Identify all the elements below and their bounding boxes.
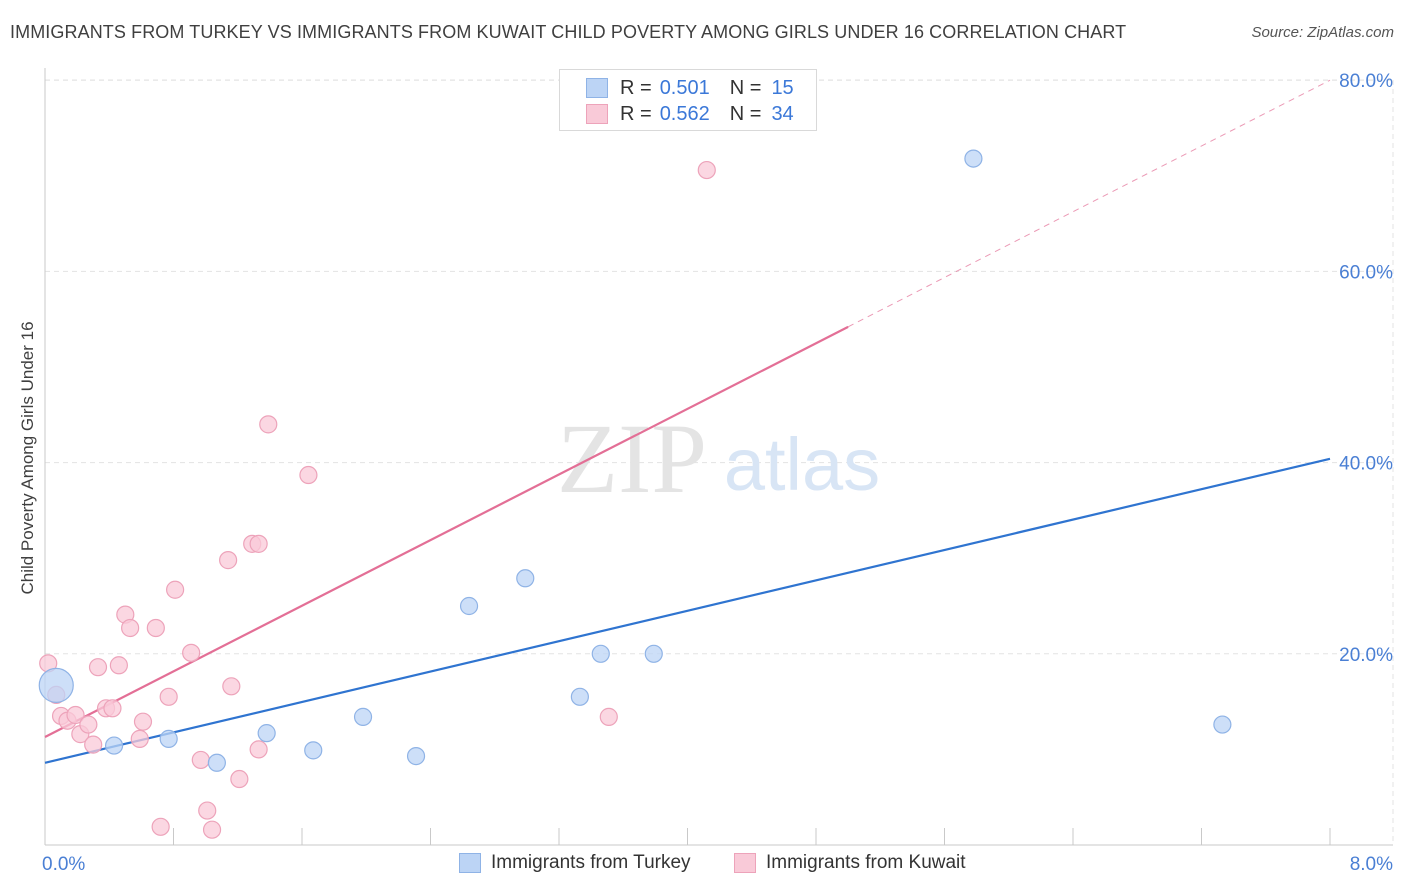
point-kuwait bbox=[249, 740, 268, 759]
point-turkey bbox=[570, 687, 589, 706]
point-kuwait bbox=[191, 750, 210, 770]
legend-swatch-kuwait bbox=[586, 104, 608, 124]
x-tick-label: 8.0% bbox=[1350, 854, 1393, 875]
point-turkey bbox=[353, 707, 373, 726]
point-turkey bbox=[406, 746, 426, 766]
point-turkey bbox=[459, 596, 479, 616]
tick-labels: 20.0% 40.0% 60.0% 80.0% 0.0% 8.0% bbox=[42, 71, 1393, 875]
point-kuwait bbox=[697, 160, 716, 180]
point-kuwait bbox=[599, 707, 618, 726]
point-turkey bbox=[257, 724, 276, 743]
point-kuwait bbox=[198, 801, 217, 820]
point-kuwait bbox=[151, 817, 170, 836]
y-tick-label: 80.0% bbox=[1339, 71, 1393, 92]
x-tick-label: 0.0% bbox=[42, 854, 85, 875]
point-kuwait bbox=[166, 580, 185, 599]
bottom-legend-swatch-turkey bbox=[459, 853, 481, 873]
trend-line-turkey bbox=[44, 457, 1331, 764]
legend-n-label: N = bbox=[729, 102, 762, 125]
point-kuwait bbox=[88, 658, 108, 677]
point-kuwait bbox=[219, 551, 238, 570]
legend-row-turkey: R = 0.501 N = 15 bbox=[586, 75, 794, 101]
bottom-legend-swatch-kuwait bbox=[734, 853, 756, 873]
point-kuwait bbox=[249, 534, 268, 553]
point-turkey bbox=[159, 729, 178, 748]
point-turkey bbox=[964, 149, 983, 168]
legend-r-value-kuwait: 0.562 bbox=[659, 102, 710, 125]
legend-r-label: R = bbox=[620, 76, 652, 99]
trend-lines bbox=[44, 79, 1331, 764]
legend-n-value-turkey: 15 bbox=[771, 76, 794, 99]
point-kuwait bbox=[103, 699, 122, 718]
point-turkey bbox=[304, 741, 323, 760]
data-points bbox=[38, 149, 1232, 839]
trend-line-kuwait bbox=[44, 325, 849, 738]
point-kuwait bbox=[79, 715, 98, 734]
legend-n-label: N = bbox=[729, 76, 762, 99]
point-kuwait bbox=[84, 735, 103, 754]
watermark-atlas: atlas bbox=[724, 423, 880, 506]
point-turkey bbox=[38, 667, 74, 703]
point-kuwait bbox=[230, 769, 249, 789]
point-turkey bbox=[104, 736, 124, 755]
bottom-legend-kuwait: Immigrants from Kuwait bbox=[734, 852, 966, 874]
legend-r-value-turkey: 0.501 bbox=[659, 76, 710, 99]
point-turkey bbox=[207, 753, 226, 772]
point-kuwait bbox=[299, 465, 318, 485]
point-turkey bbox=[591, 644, 610, 663]
point-kuwait bbox=[182, 643, 201, 662]
point-turkey bbox=[516, 569, 535, 588]
bottom-legend-turkey: Immigrants from Turkey bbox=[459, 852, 691, 874]
point-kuwait bbox=[121, 618, 140, 638]
correlation-legend: R = 0.501 N = 15 R = 0.562 N = 34 bbox=[559, 69, 817, 131]
legend-swatch-turkey bbox=[586, 78, 608, 98]
y-tick-label: 60.0% bbox=[1339, 262, 1393, 283]
trend-line-kuwait-extension bbox=[847, 79, 1331, 328]
point-kuwait bbox=[66, 705, 85, 725]
grid-lines bbox=[45, 79, 1394, 845]
point-kuwait bbox=[146, 618, 165, 638]
point-kuwait bbox=[109, 656, 128, 675]
point-kuwait bbox=[130, 729, 149, 748]
point-turkey bbox=[644, 644, 663, 663]
bottom-legend-label-turkey: Immigrants from Turkey bbox=[491, 852, 691, 873]
legend-r-label: R = bbox=[620, 102, 652, 125]
source-credit: Source: ZipAtlas.com bbox=[1251, 24, 1394, 41]
point-turkey bbox=[1213, 715, 1232, 734]
legend-n-value-kuwait: 34 bbox=[771, 102, 794, 125]
point-kuwait bbox=[222, 677, 241, 696]
legend-row-kuwait: R = 0.562 N = 34 bbox=[586, 101, 794, 127]
bottom-legend-label-kuwait: Immigrants from Kuwait bbox=[766, 852, 966, 873]
y-tick-label: 40.0% bbox=[1339, 454, 1393, 475]
point-kuwait bbox=[202, 820, 222, 839]
chart-title: IMMIGRANTS FROM TURKEY VS IMMIGRANTS FRO… bbox=[10, 22, 1127, 42]
y-tick-label: 20.0% bbox=[1339, 645, 1393, 666]
watermark: ZIP atlas bbox=[557, 403, 880, 514]
axes bbox=[44, 68, 1393, 846]
point-kuwait bbox=[133, 712, 153, 731]
point-kuwait bbox=[159, 687, 178, 706]
point-kuwait bbox=[259, 415, 278, 434]
watermark-zip: ZIP bbox=[557, 403, 707, 514]
